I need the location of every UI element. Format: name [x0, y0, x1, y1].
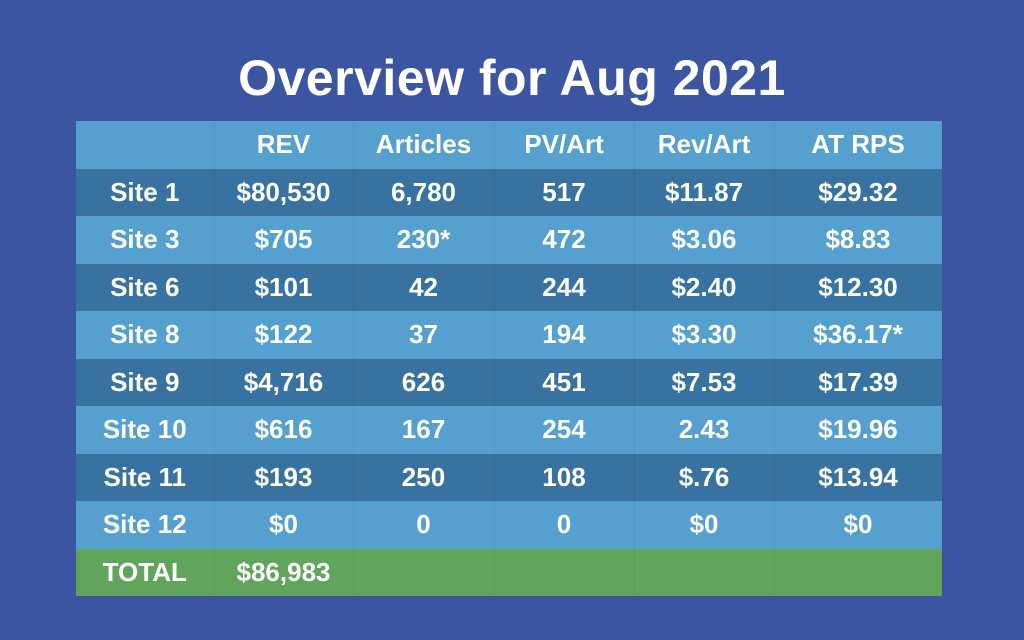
- pv-per-art-cell: 0: [494, 501, 635, 549]
- rev-per-art-cell: $2.40: [634, 263, 775, 311]
- site-cell: Site 3: [76, 216, 215, 264]
- pv-per-art-cell: 244: [494, 263, 635, 311]
- table-row: Site 9 $4,716 626 451 $7.53 $17.39: [76, 358, 943, 406]
- at-rps-cell: $13.94: [774, 453, 943, 501]
- pv-per-art-cell: 451: [494, 358, 635, 406]
- table-row: Site 10 $616 167 254 2.43 $19.96: [76, 406, 943, 454]
- articles-cell: 167: [353, 406, 495, 454]
- table-row: Site 1 $80,530 6,780 517 $11.87 $29.32: [76, 168, 943, 216]
- column-header-articles: Articles: [353, 121, 495, 169]
- rev-per-art-cell: $3.06: [634, 216, 775, 264]
- overview-table: REV Articles PV/Art Rev/Art AT RPS Site …: [76, 121, 943, 596]
- rev-cell: $122: [214, 311, 354, 359]
- table-row: Site 12 $0 0 0 $0 $0: [76, 501, 943, 549]
- site-cell: Site 11: [76, 453, 215, 501]
- table-row: Site 11 $193 250 108 $.76 $13.94: [76, 453, 943, 501]
- site-cell: Site 9: [76, 358, 215, 406]
- articles-cell: 230*: [353, 216, 495, 264]
- total-empty-cell: [774, 548, 943, 596]
- at-rps-cell: $8.83: [774, 216, 943, 264]
- table-row: Site 3 $705 230* 472 $3.06 $8.83: [76, 216, 943, 264]
- total-empty-cell: [634, 548, 775, 596]
- articles-cell: 626: [353, 358, 495, 406]
- at-rps-cell: $36.17*: [774, 311, 943, 359]
- site-cell: Site 12: [76, 501, 215, 549]
- at-rps-cell: $0: [774, 501, 943, 549]
- pv-per-art-cell: 194: [494, 311, 635, 359]
- total-empty-cell: [494, 548, 635, 596]
- rev-per-art-cell: $0: [634, 501, 775, 549]
- articles-cell: 0: [353, 501, 495, 549]
- pv-per-art-cell: 517: [494, 168, 635, 216]
- column-header-rev: REV: [214, 121, 354, 169]
- rev-cell: $101: [214, 263, 354, 311]
- total-empty-cell: [353, 548, 495, 596]
- rev-per-art-cell: 2.43: [634, 406, 775, 454]
- rev-cell: $0: [214, 501, 354, 549]
- rev-cell: $616: [214, 406, 354, 454]
- site-cell: Site 6: [76, 263, 215, 311]
- at-rps-cell: $19.96: [774, 406, 943, 454]
- column-header-pv-per-art: PV/Art: [494, 121, 635, 169]
- articles-cell: 42: [353, 263, 495, 311]
- site-cell: Site 8: [76, 311, 215, 359]
- column-header-rev-per-art: Rev/Art: [634, 121, 775, 169]
- total-rev-cell: $86,983: [214, 548, 354, 596]
- rev-per-art-cell: $.76: [634, 453, 775, 501]
- page-title: Overview for Aug 2021: [238, 50, 786, 106]
- site-cell: Site 1: [76, 168, 215, 216]
- rev-cell: $705: [214, 216, 354, 264]
- site-cell: Site 10: [76, 406, 215, 454]
- rev-cell: $80,530: [214, 168, 354, 216]
- rev-per-art-cell: $11.87: [634, 168, 775, 216]
- rev-cell: $4,716: [214, 358, 354, 406]
- rev-per-art-cell: $7.53: [634, 358, 775, 406]
- column-header-site: [76, 121, 215, 169]
- articles-cell: 37: [353, 311, 495, 359]
- pv-per-art-cell: 108: [494, 453, 635, 501]
- table-header-row: REV Articles PV/Art Rev/Art AT RPS: [76, 121, 943, 169]
- at-rps-cell: $29.32: [774, 168, 943, 216]
- table-row: Site 6 $101 42 244 $2.40 $12.30: [76, 263, 943, 311]
- at-rps-cell: $12.30: [774, 263, 943, 311]
- column-header-at-rps: AT RPS: [774, 121, 943, 169]
- articles-cell: 250: [353, 453, 495, 501]
- rev-cell: $193: [214, 453, 354, 501]
- pv-per-art-cell: 472: [494, 216, 635, 264]
- total-row: TOTAL $86,983: [76, 548, 943, 596]
- articles-cell: 6,780: [353, 168, 495, 216]
- rev-per-art-cell: $3.30: [634, 311, 775, 359]
- total-label: TOTAL: [76, 548, 215, 596]
- pv-per-art-cell: 254: [494, 406, 635, 454]
- at-rps-cell: $17.39: [774, 358, 943, 406]
- table-row: Site 8 $122 37 194 $3.30 $36.17*: [76, 311, 943, 359]
